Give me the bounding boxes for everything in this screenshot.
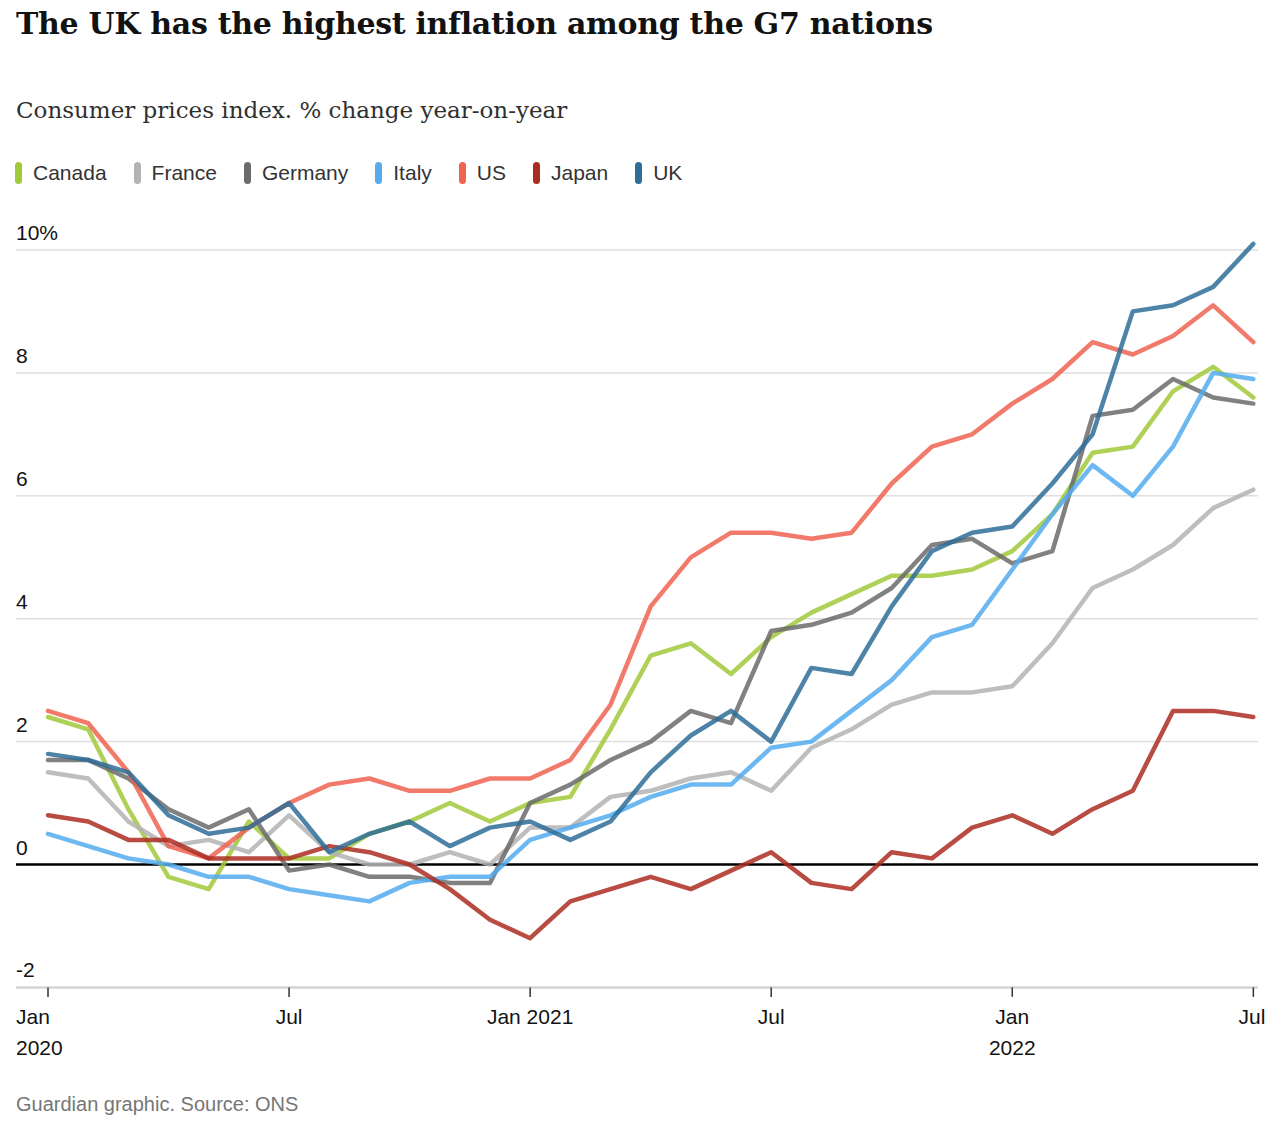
- y-axis-label-8: 8: [16, 344, 28, 367]
- y-axis-label-2: 2: [16, 713, 28, 736]
- guardian-inflation-chart-page: The UK has the highest inflation among t…: [0, 0, 1282, 1130]
- source-credit: Guardian graphic. Source: ONS: [16, 1093, 298, 1116]
- x-axis-label-2022: 2022: [989, 1036, 1036, 1059]
- x-axis-label-jan-2021-12: Jan 2021: [487, 1005, 573, 1028]
- y-axis-label-0: 0: [16, 836, 28, 859]
- x-axis-label-jul-30: Jul: [1239, 1005, 1266, 1028]
- x-axis-label-jul-6: Jul: [276, 1005, 303, 1028]
- series-line-uk: [48, 244, 1253, 852]
- y-axis-label-4: 4: [16, 590, 28, 613]
- y-axis-label--2: -2: [16, 958, 35, 981]
- series-line-france: [48, 490, 1253, 865]
- series-line-japan: [48, 711, 1253, 938]
- x-axis-label-jul-18: Jul: [758, 1005, 785, 1028]
- x-axis-label-2020: 2020: [16, 1036, 63, 1059]
- x-axis-label-jan-2020: Jan: [16, 1005, 50, 1028]
- inflation-line-chart: 10% 8 6 4 2 0 -2 Jan 2020 Jul Jan 2021 Jul Jan 2022 Ju…: [0, 0, 1282, 1130]
- series-line-germany: [48, 379, 1253, 883]
- series-line-canada: [48, 367, 1253, 889]
- y-axis-label-10: 10%: [16, 221, 58, 244]
- y-axis-label-6: 6: [16, 467, 28, 490]
- x-axis-label-jan-2022: Jan: [995, 1005, 1029, 1028]
